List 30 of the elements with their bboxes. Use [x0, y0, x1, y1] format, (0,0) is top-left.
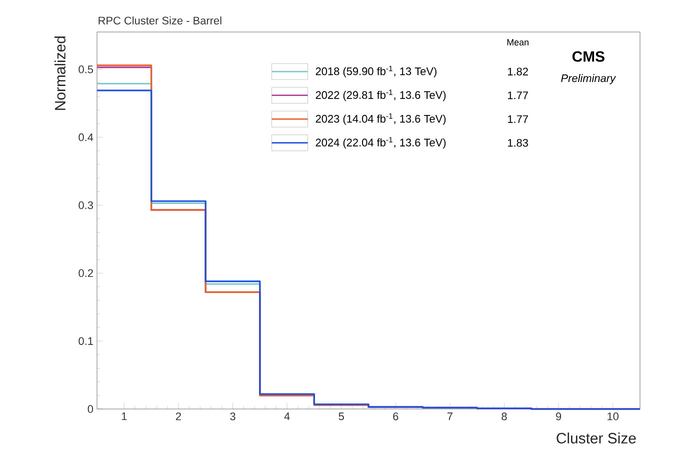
annotation: Preliminary [561, 74, 616, 84]
x-tick-label: 5 [338, 412, 344, 420]
legend-label: 2022 (29.81 fb$^{-1}$, 13.6 TeV) [316, 90, 446, 102]
y-tick-label: 0.4 [78, 133, 94, 142]
annotation: 1.77 [508, 115, 528, 123]
y-tick-label: 0.3 [78, 201, 93, 210]
y-tick-label: 0.2 [78, 269, 93, 278]
x-tick-label: 4 [284, 412, 290, 420]
y-tick-label: 0 [88, 405, 94, 413]
x-tick-label: 7 [447, 412, 452, 420]
annotation: CMS [572, 51, 604, 62]
annotation: 1.82 [508, 68, 528, 76]
legend-title: Mean [507, 39, 528, 46]
annotation: 1.77 [508, 92, 528, 100]
x-tick-label: 10 [608, 412, 619, 420]
annotation: 1.83 [508, 138, 528, 147]
y-axis-title: Normalized [54, 36, 66, 110]
chart-title: RPC Cluster Size - Barrel [98, 16, 222, 24]
legend-label: 2023 (14.04 fb$^{-1}$, 13.6 TeV) [316, 113, 446, 125]
legend-label: 2024 (22.04 fb$^{-1}$, 13.6 TeV) [316, 137, 446, 149]
y-tick-label: 0.1 [78, 337, 93, 345]
x-tick-label: 2 [176, 412, 181, 420]
x-tick-label: 6 [393, 412, 398, 420]
y-tick-label: 0.5 [78, 65, 94, 74]
x-tick-label: 1 [122, 412, 127, 420]
legend-label: 2018 (59.90 fb$^{-1}$, 13 TeV) [316, 66, 436, 78]
x-tick-label: 9 [556, 412, 562, 420]
x-tick-label: 8 [502, 412, 507, 420]
x-tick-label: 3 [230, 412, 236, 420]
x-axis-title: Cluster Size [556, 432, 636, 444]
